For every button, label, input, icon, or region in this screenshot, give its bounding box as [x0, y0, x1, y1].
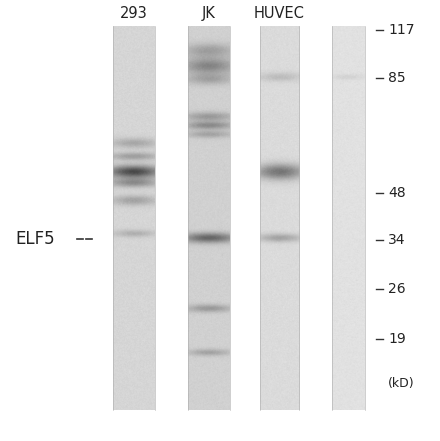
Text: (kD): (kD)	[388, 377, 415, 390]
Text: HUVEC: HUVEC	[254, 6, 305, 21]
Text: 48: 48	[388, 186, 406, 200]
Text: 117: 117	[388, 23, 414, 37]
Text: 19: 19	[388, 332, 406, 346]
Text: 85: 85	[388, 71, 406, 86]
Text: 26: 26	[388, 282, 406, 296]
Text: 293: 293	[120, 6, 148, 21]
Text: JK: JK	[202, 6, 216, 21]
Text: ELF5: ELF5	[15, 231, 55, 248]
Text: 34: 34	[388, 233, 406, 247]
